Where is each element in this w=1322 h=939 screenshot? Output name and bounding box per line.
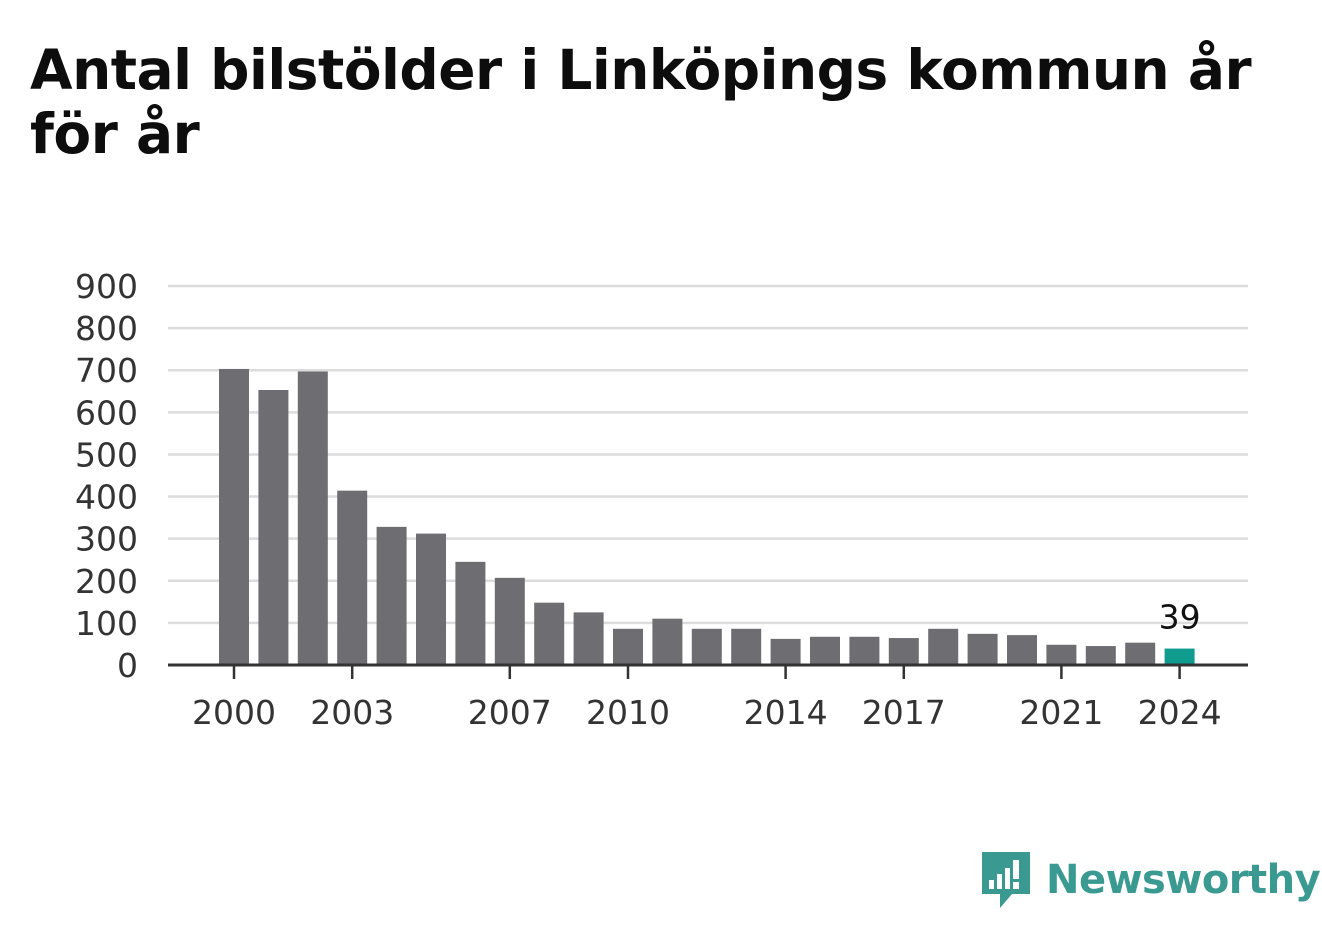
bar — [1125, 642, 1156, 665]
brand-name: Newsworthy — [1046, 857, 1321, 903]
bar — [810, 636, 840, 665]
bar — [1046, 644, 1077, 665]
x-tick-label: 2014 — [744, 693, 828, 732]
bar — [613, 628, 643, 665]
x-tick-label: 2010 — [586, 693, 670, 732]
bar — [455, 561, 486, 665]
brand-logo: Newsworthy — [980, 850, 1321, 910]
bar — [1007, 635, 1037, 665]
x-tick-label: 2003 — [310, 693, 394, 732]
y-tick-label: 600 — [75, 393, 138, 432]
y-tick-label: 400 — [75, 478, 138, 517]
x-axis-tick-labels: 2000 2003 2007 2010 2014 2017 2021 2024 — [192, 693, 1222, 732]
bar — [297, 371, 328, 665]
y-tick-label: 800 — [75, 309, 138, 348]
data-label-latest: 39 — [1159, 598, 1201, 637]
bar — [258, 390, 289, 665]
bars — [219, 368, 1195, 665]
bar — [770, 638, 801, 665]
bar — [652, 618, 683, 665]
bar — [888, 638, 919, 665]
y-tick-label: 700 — [75, 351, 138, 390]
bar — [573, 612, 604, 665]
bar — [494, 577, 525, 665]
bar — [1085, 646, 1116, 665]
y-tick-label: 300 — [75, 520, 138, 559]
x-axis — [168, 663, 1248, 679]
x-tick-label: 2017 — [862, 693, 946, 732]
data-labels: 39 — [1159, 598, 1201, 637]
x-tick-label: 2007 — [468, 693, 552, 732]
x-tick-label: 2021 — [1019, 693, 1103, 732]
x-tick-label: 2000 — [192, 693, 276, 732]
chart-title: Antal bilstölder i Linköpings kommun år … — [30, 38, 1252, 166]
bar — [849, 636, 880, 665]
bar — [731, 628, 762, 665]
x-tick-label: 2024 — [1138, 693, 1222, 732]
bar — [928, 628, 959, 665]
y-tick-label: 500 — [75, 435, 138, 474]
bar — [534, 602, 565, 665]
y-tick-label: 100 — [75, 604, 138, 643]
bar — [967, 633, 998, 665]
bar — [337, 490, 368, 665]
bar — [416, 533, 446, 665]
bar — [376, 526, 407, 665]
bar — [219, 368, 249, 665]
y-tick-label: 0 — [117, 646, 138, 685]
bar — [691, 628, 722, 665]
bar-highlight — [1164, 648, 1195, 665]
gridlines — [168, 284, 1248, 625]
newsworthy-logo-icon — [982, 852, 1030, 908]
y-tick-label: 200 — [75, 562, 138, 601]
y-tick-label: 900 — [75, 267, 138, 306]
